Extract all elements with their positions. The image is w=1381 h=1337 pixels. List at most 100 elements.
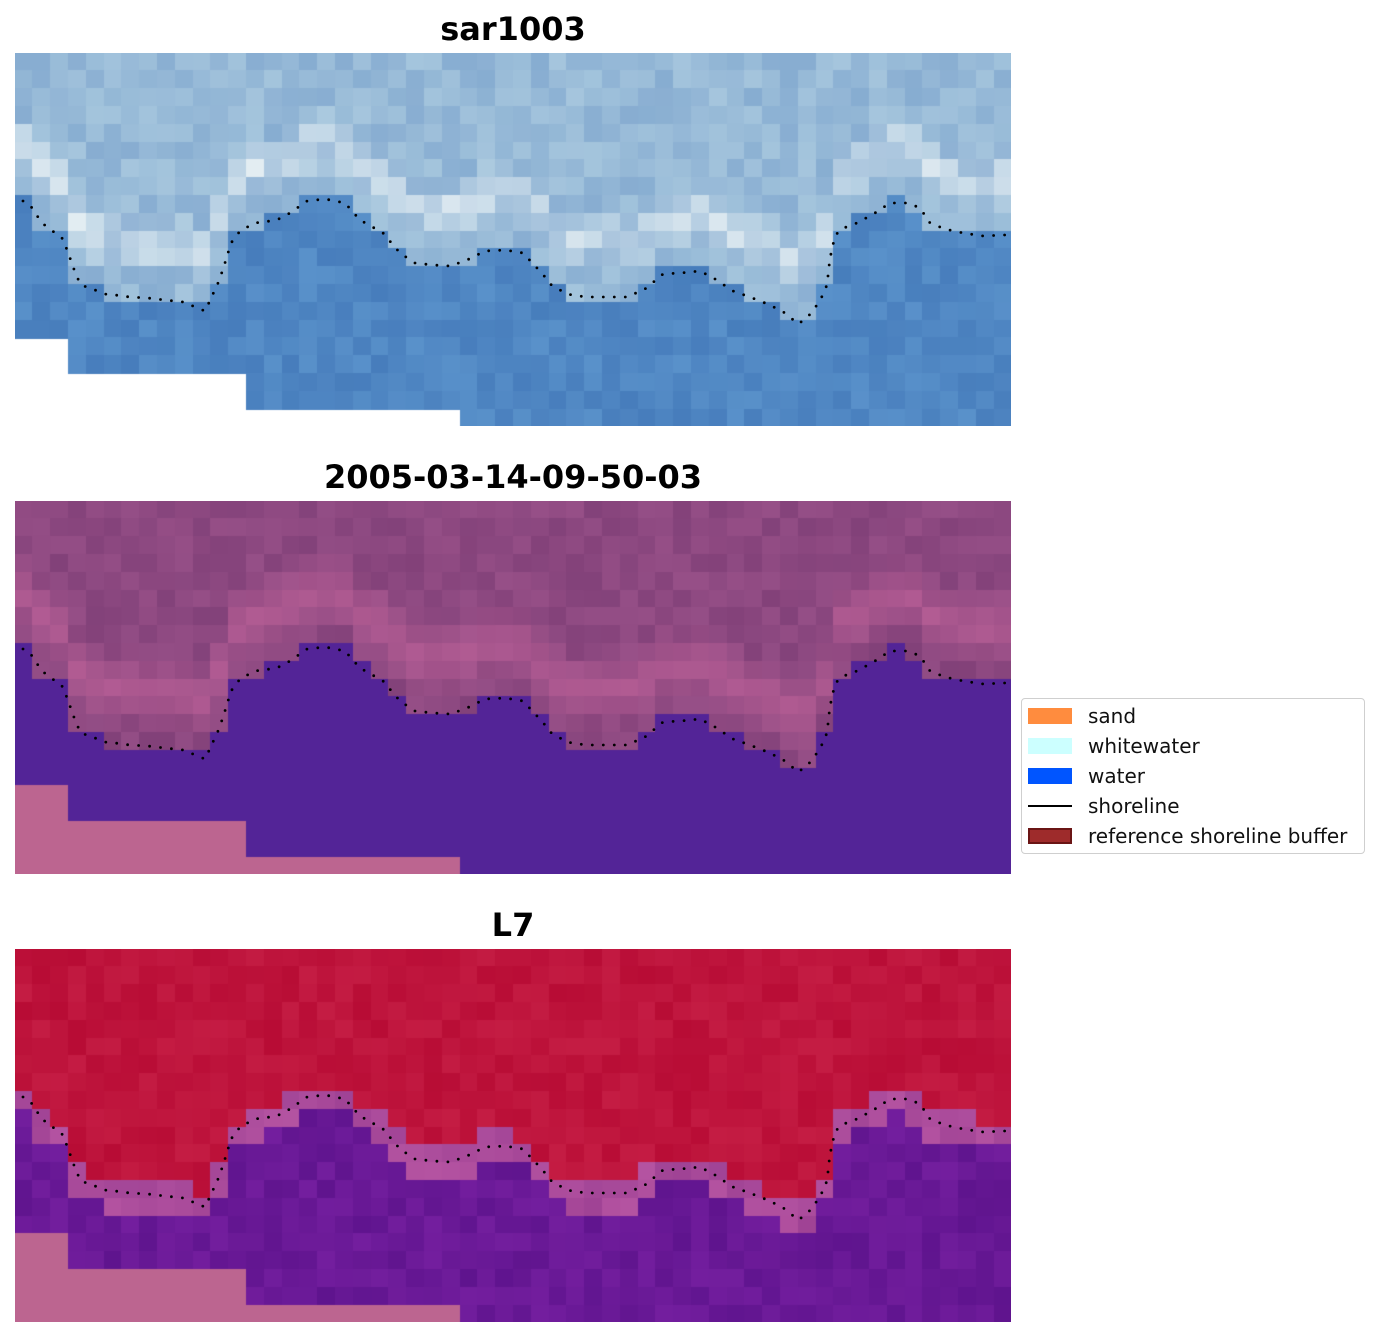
- shoreline-point: [52, 678, 55, 681]
- shoreline-point: [520, 699, 523, 703]
- shoreline-point: [959, 1127, 963, 1130]
- shoreline-point: [68, 257, 72, 260]
- shoreline-point: [1003, 1129, 1006, 1133]
- shoreline-point: [347, 205, 350, 209]
- shoreline-point: [181, 1196, 184, 1200]
- shoreline-point: [864, 664, 868, 668]
- shoreline-point: [467, 705, 470, 709]
- shoreline-point: [305, 647, 309, 651]
- shoreline-point: [914, 652, 918, 656]
- shoreline-point: [446, 712, 450, 716]
- shoreline-point: [827, 1159, 831, 1163]
- shoreline-point: [826, 274, 830, 278]
- index-image-panel: [15, 949, 1011, 1322]
- shoreline-point: [230, 240, 234, 244]
- shoreline-point: [992, 234, 995, 237]
- shoreline-point: [126, 1191, 129, 1195]
- shoreline-point: [904, 1097, 907, 1101]
- shoreline-point: [835, 680, 839, 683]
- shoreline-point: [509, 249, 512, 253]
- shoreline-point: [396, 1144, 399, 1148]
- shoreline-point: [914, 204, 918, 208]
- shoreline-point: [824, 285, 828, 289]
- shoreline-point: [874, 1107, 877, 1111]
- shoreline-point: [829, 252, 833, 256]
- shoreline-point: [148, 744, 152, 748]
- shoreline-point: [703, 272, 707, 276]
- shoreline-point: [791, 765, 794, 769]
- shoreline-point: [223, 1157, 227, 1160]
- shoreline-point: [21, 647, 25, 651]
- shoreline-point: [1003, 681, 1006, 685]
- shoreline-point: [791, 317, 794, 321]
- shoreline-point: [148, 296, 152, 300]
- shoreline-point: [826, 722, 830, 726]
- shoreline-point: [752, 297, 756, 300]
- shoreline-point: [354, 213, 358, 217]
- shoreline-point: [76, 725, 80, 729]
- shoreline-point: [660, 273, 664, 276]
- shoreline-point: [682, 271, 686, 274]
- shoreline-point: [246, 225, 250, 229]
- shoreline-point: [854, 669, 858, 673]
- shoreline-point: [36, 215, 40, 219]
- shoreline-point: [267, 219, 270, 223]
- shoreline-point: [477, 700, 480, 704]
- shoreline-point: [223, 261, 227, 264]
- whitewater-swatch: [1028, 738, 1072, 754]
- panel-title-2: 2005-03-14-09-50-03: [323, 458, 703, 496]
- shoreline-point: [782, 759, 786, 762]
- shoreline-point: [928, 669, 932, 672]
- shoreline-point: [446, 1160, 450, 1164]
- legend-item-reference-buffer: reference shoreline buffer: [1028, 824, 1347, 848]
- shoreline-point: [267, 1115, 270, 1119]
- shoreline-point: [827, 711, 831, 715]
- legend: sand whitewater water shoreline referenc…: [1021, 698, 1365, 854]
- shoreline-point: [43, 671, 46, 675]
- shoreline-point: [467, 1153, 470, 1157]
- classified-image-panel: [15, 501, 1011, 874]
- shoreline-point: [30, 1102, 33, 1105]
- shoreline-point: [634, 291, 637, 295]
- shoreline-point: [559, 288, 562, 292]
- shoreline-point: [808, 313, 811, 317]
- shoreline-point: [60, 236, 64, 240]
- shoreline-point: [559, 736, 562, 740]
- legend-item-whitewater: whitewater: [1028, 734, 1200, 758]
- shoreline-point: [216, 281, 220, 285]
- shoreline-point: [381, 1127, 385, 1131]
- shoreline-point: [893, 201, 896, 205]
- shoreline-point: [762, 749, 766, 753]
- shoreline-point: [520, 1147, 523, 1151]
- shoreline-point: [829, 1148, 833, 1152]
- shoreline-point: [814, 752, 818, 756]
- shoreline-point: [68, 705, 72, 708]
- shoreline-point: [388, 240, 392, 244]
- shoreline-point: [1003, 233, 1006, 237]
- shoreline-point: [992, 1130, 995, 1133]
- shoreline-point: [799, 320, 803, 324]
- shoreline-point: [634, 739, 637, 743]
- shoreline-overlay: [21, 1094, 1006, 1220]
- shoreline-point: [660, 721, 664, 724]
- shoreline-point: [590, 295, 594, 299]
- shoreline-point: [207, 749, 211, 753]
- shoreline-overlay: [21, 646, 1006, 772]
- shoreline-point: [347, 653, 350, 657]
- shoreline-point: [498, 248, 502, 252]
- shoreline-point: [612, 743, 616, 747]
- shoreline-point: [762, 301, 766, 305]
- shoreline-point: [72, 1163, 76, 1167]
- shoreline-point: [831, 690, 835, 693]
- shoreline-point: [94, 736, 97, 740]
- shoreline-point: [237, 1127, 241, 1131]
- shoreline-point: [137, 296, 140, 299]
- shoreline-point: [854, 1117, 858, 1121]
- sand-swatch: [1028, 708, 1072, 724]
- shoreline-point: [354, 661, 358, 665]
- shoreline-point: [814, 304, 818, 308]
- shoreline-point: [883, 205, 886, 209]
- shoreline-point: [660, 1169, 664, 1172]
- shoreline-point: [72, 267, 76, 271]
- shoreline-point: [549, 1179, 553, 1182]
